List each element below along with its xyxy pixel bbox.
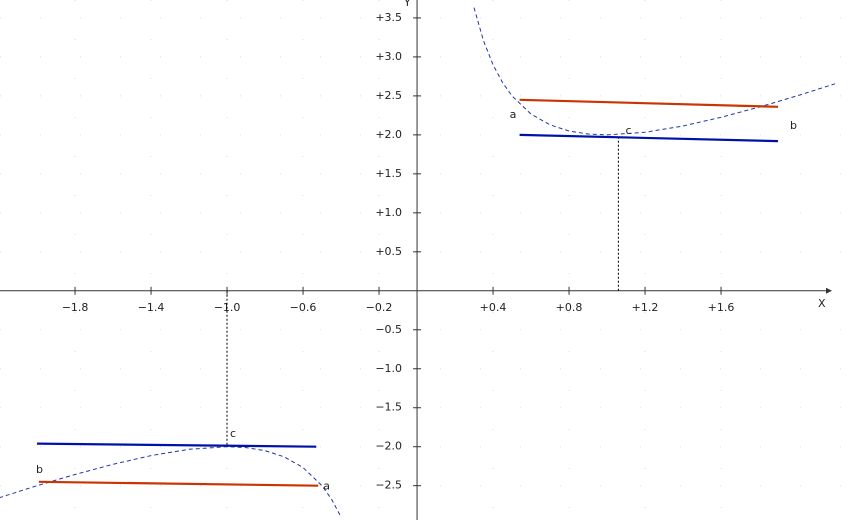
y-tick-label: −1.5 [375,401,402,414]
y-tick-label: +3.5 [375,11,402,24]
y-tick-label: +2.0 [375,128,402,141]
series-line [38,480,319,487]
y-tick-label: +1.5 [375,167,402,180]
x-tick-label: +1.6 [708,301,735,314]
point-label: a [510,108,517,121]
point-label: c [625,124,631,137]
series-line [0,7,836,518]
x-tick-label: +0.8 [556,301,583,314]
x-tick-label: +0.4 [480,301,507,314]
x-axis-label: X [818,297,826,310]
y-tick-label: −2.0 [375,440,402,453]
point-label: b [36,463,43,476]
y-tick-label: −1.0 [375,362,402,375]
y-axis-label: Y [403,0,411,9]
y-tick-label: −0.5 [375,323,402,336]
point-label: c [230,427,236,440]
y-tick-label: −2.5 [375,479,402,492]
x-axis-arrow [826,287,832,294]
x-tick-label: −0.2 [366,301,393,314]
y-tick-label: +1.0 [375,206,402,219]
y-tick-label: +3.0 [375,50,402,63]
series-line [519,98,779,108]
series-line [36,442,317,448]
y-tick-label: +0.5 [375,245,402,258]
series-line [519,133,779,143]
point-label: a [323,480,330,493]
x-tick-label: −0.6 [290,301,317,314]
y-tick-label: +2.5 [375,89,402,102]
x-tick-label: −1.4 [138,301,165,314]
x-tick-label: −1.8 [62,301,89,314]
point-label: b [790,119,797,132]
x-tick-label: +1.2 [632,301,659,314]
